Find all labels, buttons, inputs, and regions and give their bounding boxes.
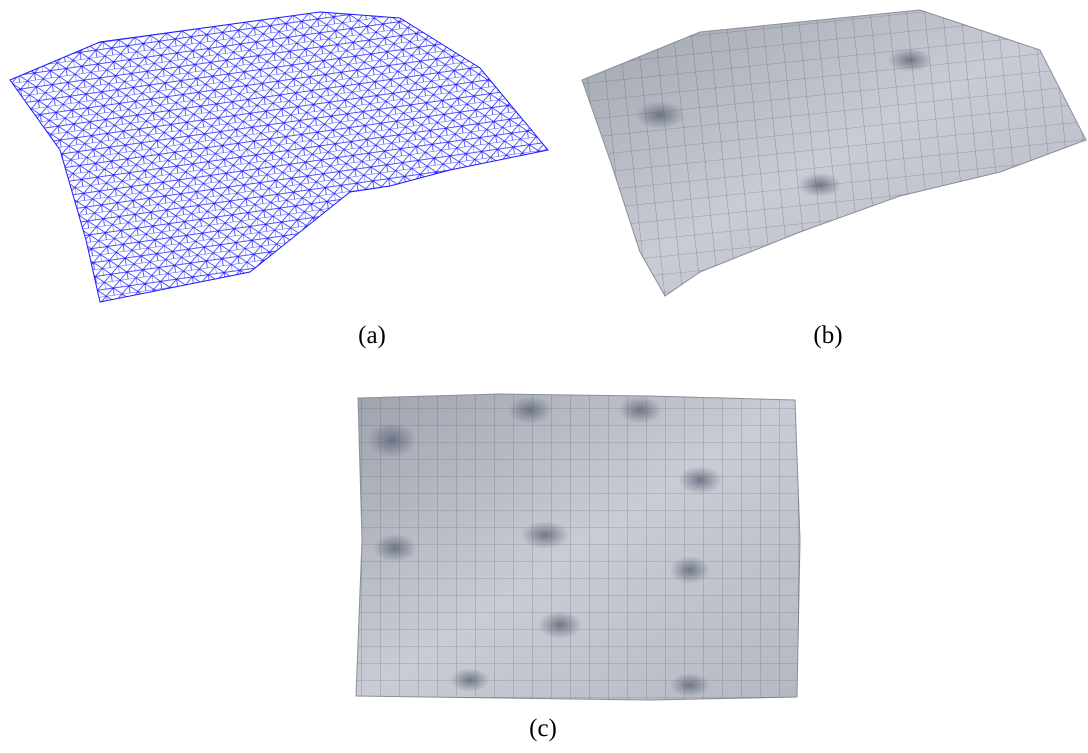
- caption: (b): [813, 322, 842, 349]
- caption: (c): [529, 715, 557, 742]
- wireframe-mesh: [10, 12, 548, 302]
- top-view-surface: [356, 394, 800, 700]
- textured-surface: [582, 10, 1086, 296]
- figure: (a) (b) (c): [0, 0, 1088, 753]
- caption: (a): [358, 322, 386, 349]
